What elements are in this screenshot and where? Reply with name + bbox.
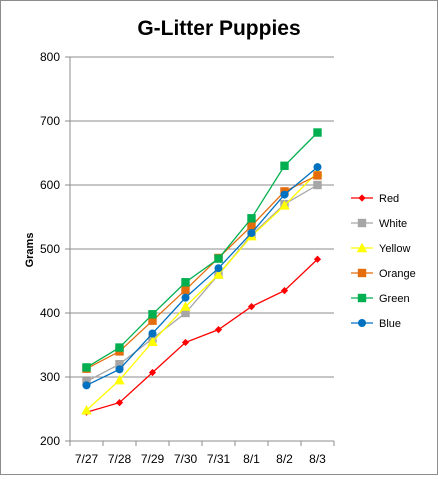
- data-point-red: [214, 326, 223, 334]
- data-point-blue: [181, 293, 190, 302]
- legend-marker-green: [357, 293, 367, 303]
- series-blue: [82, 163, 322, 390]
- series-line-red: [86, 258, 318, 413]
- data-point-green: [181, 278, 190, 287]
- data-point-white: [313, 180, 322, 190]
- series-line-orange: [86, 174, 318, 370]
- data-point-green: [280, 161, 289, 170]
- x-tick-label: 7/27: [75, 452, 99, 466]
- legend-marker-orange: [357, 268, 367, 278]
- legend-item-green: Green: [351, 293, 410, 305]
- data-point-white: [181, 308, 190, 318]
- x-tick-label: 8/1: [243, 452, 260, 466]
- series-lines: [81, 128, 323, 416]
- data-point-green: [115, 343, 124, 352]
- data-point-red: [313, 255, 322, 263]
- tick-labels: 200 300 400 500 600 700 800 7/27 7/28 7/29 7/30 7/3…: [40, 50, 326, 466]
- data-point-blue: [313, 163, 322, 172]
- data-point-blue: [115, 365, 124, 374]
- data-point-red: [181, 338, 190, 347]
- data-point-green: [148, 310, 157, 319]
- y-tick-label: 500: [40, 242, 60, 256]
- series-red: [82, 255, 322, 416]
- legend-item-red: Red: [351, 193, 399, 205]
- legend-label-green: Green: [379, 293, 410, 305]
- data-point-orange: [247, 221, 256, 231]
- y-tick-label: 200: [40, 434, 60, 448]
- legend-item-blue: Blue: [351, 318, 401, 330]
- y-axis-label: Grams: [24, 233, 36, 268]
- x-tick-label: 7/28: [108, 452, 132, 466]
- series-line-green: [86, 132, 318, 368]
- legend-marker-white: [357, 218, 367, 228]
- legend-label-blue: Blue: [379, 318, 401, 330]
- x-tick-label: 7/30: [174, 452, 198, 466]
- legend-label-yellow: Yellow: [379, 243, 410, 255]
- data-point-blue: [280, 190, 289, 199]
- data-point-yellow: [180, 301, 191, 311]
- data-point-red: [148, 368, 157, 377]
- legend-marker-blue: [358, 319, 366, 327]
- y-tick-label: 800: [40, 50, 60, 64]
- data-point-green: [313, 128, 322, 137]
- y-tick-label: 600: [40, 178, 60, 192]
- data-point-yellow: [279, 200, 290, 210]
- data-point-yellow: [81, 405, 92, 415]
- data-point-yellow: [147, 336, 158, 346]
- legend: Red White Yellow Orange Green Blue: [351, 193, 416, 330]
- data-point-orange: [148, 316, 157, 325]
- series-line-yellow: [86, 171, 318, 411]
- data-point-blue: [82, 381, 91, 390]
- legend-item-white: White: [351, 218, 407, 230]
- data-point-yellow: [114, 375, 125, 385]
- series-line-blue: [86, 166, 318, 386]
- data-point-green: [82, 363, 91, 372]
- data-point-green: [247, 214, 256, 223]
- gridlines: [70, 56, 334, 378]
- legend-item-yellow: Yellow: [351, 242, 410, 255]
- legend-label-white: White: [379, 218, 407, 230]
- series-line-white: [86, 184, 318, 383]
- legend-marker-red: [358, 194, 366, 202]
- axes: [65, 56, 335, 446]
- data-point-white: [115, 360, 124, 369]
- legend-label-red: Red: [379, 193, 399, 205]
- legend-item-orange: Orange: [351, 268, 416, 280]
- data-point-blue: [247, 229, 256, 237]
- x-tick-label: 7/29: [141, 452, 165, 466]
- data-point-orange: [313, 171, 322, 180]
- data-point-blue: [148, 329, 157, 338]
- data-point-yellow: [213, 269, 224, 279]
- x-tick-label: 8/3: [309, 452, 326, 466]
- x-tick-label: 8/2: [276, 452, 293, 466]
- chart-title: G-Litter Puppies: [137, 17, 300, 40]
- data-point-blue: [214, 264, 223, 273]
- legend-label-orange: Orange: [379, 268, 416, 280]
- y-tick-label: 700: [40, 114, 60, 128]
- legend-marker-yellow: [356, 242, 368, 253]
- data-point-red: [247, 303, 256, 311]
- data-point-orange: [181, 285, 190, 295]
- series-green: [82, 128, 322, 372]
- y-tick-label: 400: [40, 306, 60, 320]
- data-point-red: [280, 287, 289, 295]
- x-tick-label: 7/31: [207, 452, 231, 466]
- data-point-red: [115, 399, 124, 407]
- y-tick-label: 300: [40, 370, 60, 384]
- data-point-green: [214, 254, 223, 263]
